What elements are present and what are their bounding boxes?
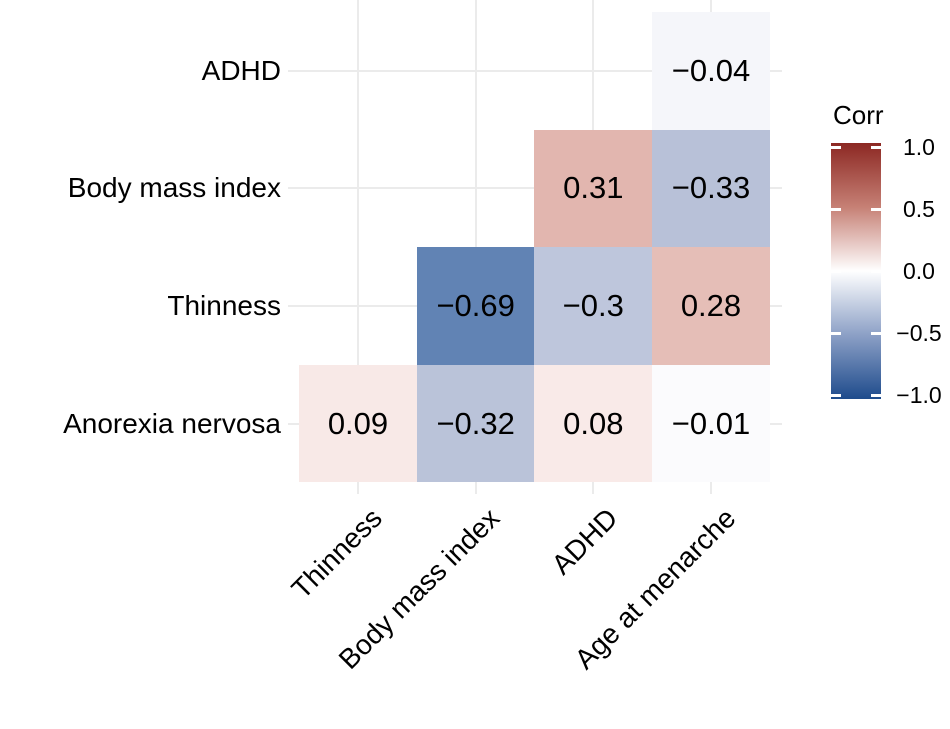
legend-tick-mark-−1.0-right bbox=[871, 393, 881, 397]
legend-tick-label-−0.5: −0.5 bbox=[896, 320, 942, 346]
legend-tick-mark-1.0-left bbox=[831, 145, 841, 149]
x-axis-label-thinness: Thinness bbox=[285, 502, 389, 605]
corr-value-label: 0.09 bbox=[327, 405, 389, 441]
legend-title: Corr bbox=[833, 100, 884, 130]
legend-tick-label-0.5: 0.5 bbox=[903, 196, 935, 222]
y-axis-label-body-mass-index: Body mass index bbox=[67, 172, 281, 204]
corr-cell-anorexia-nervosa--adhd: 0.08 bbox=[534, 364, 653, 483]
legend-tick-mark-0.5-right bbox=[871, 207, 881, 211]
legend-tick-mark-0.0-left bbox=[831, 269, 841, 273]
corr-cell-anorexia-nervosa--body-mass-index: −0.32 bbox=[416, 364, 535, 483]
corr-value-label: 0.28 bbox=[680, 287, 742, 323]
corr-cell-body-mass-index--age-at-menarche: −0.33 bbox=[652, 129, 770, 248]
legend-tick-mark-0.0-right bbox=[871, 269, 881, 273]
y-axis-label-adhd: ADHD bbox=[201, 54, 281, 86]
corr-cell-thinness--adhd: −0.3 bbox=[534, 247, 653, 365]
legend-tick-mark-0.5-left bbox=[831, 207, 841, 211]
v-gridline-1 bbox=[474, 0, 477, 494]
corr-value-label: −0.3 bbox=[562, 287, 624, 323]
legend-tick-mark-−0.5-left bbox=[831, 331, 841, 335]
v-gridline-0 bbox=[357, 0, 359, 494]
legend-tick-label-−1.0: −1.0 bbox=[896, 382, 942, 408]
corr-value-label: −0.32 bbox=[436, 405, 515, 441]
corr-value-label: −0.01 bbox=[671, 405, 751, 441]
y-axis-label-thinness: Thinness bbox=[167, 290, 281, 321]
legend-tick-mark-−1.0-left bbox=[831, 393, 841, 397]
x-axis-label-adhd: ADHD bbox=[545, 502, 624, 581]
corr-cell-thinness--age-at-menarche: 0.28 bbox=[652, 247, 770, 365]
corr-value-label: −0.69 bbox=[436, 287, 515, 323]
corr-cell-anorexia-nervosa--thinness: 0.09 bbox=[299, 364, 417, 483]
corr-value-label: 0.08 bbox=[563, 405, 624, 441]
corr-value-label: −0.33 bbox=[671, 170, 751, 206]
y-axis-label-anorexia-nervosa: Anorexia nervosa bbox=[63, 407, 281, 439]
legend-tick-mark-1.0-right bbox=[871, 145, 881, 149]
corr-cell-adhd--age-at-menarche: −0.04 bbox=[652, 11, 770, 130]
corr-cell-thinness--body-mass-index: −0.69 bbox=[416, 247, 535, 365]
h-gridline-0 bbox=[287, 69, 782, 72]
legend-tick-label-0.0: 0.0 bbox=[903, 258, 935, 284]
corr-cell-anorexia-nervosa--age-at-menarche: −0.01 bbox=[652, 364, 770, 483]
legend-tick-mark-−0.5-right bbox=[871, 331, 881, 335]
corr-cell-body-mass-index--adhd: 0.31 bbox=[534, 129, 653, 248]
corr-value-label: −0.04 bbox=[671, 52, 751, 88]
corr-value-label: 0.31 bbox=[563, 170, 624, 206]
legend-tick-label-1.0: 1.0 bbox=[903, 134, 935, 160]
